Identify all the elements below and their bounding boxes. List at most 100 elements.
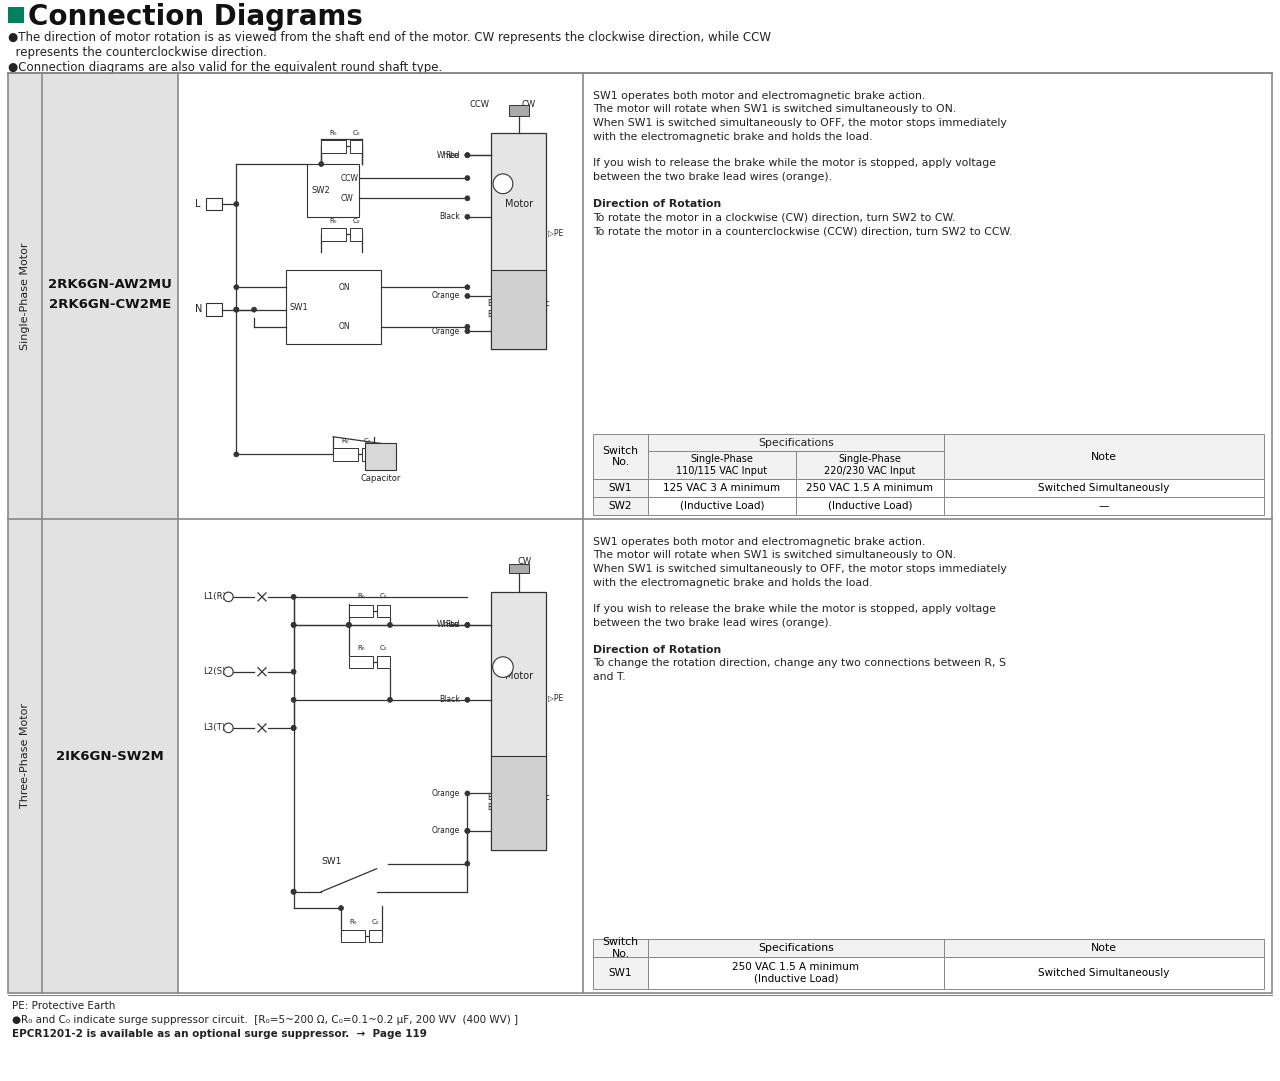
Circle shape xyxy=(465,284,470,290)
Circle shape xyxy=(465,862,470,866)
Text: EPCR1201-2 is available as an optional surge suppressor.  →  Page 119: EPCR1201-2 is available as an optional s… xyxy=(12,1029,426,1039)
Text: +: + xyxy=(499,179,507,188)
Text: The motor will rotate when SW1 is switched simultaneously to ON.: The motor will rotate when SW1 is switch… xyxy=(593,550,956,561)
Circle shape xyxy=(493,174,513,193)
Circle shape xyxy=(291,725,296,731)
Text: with the electromagnetic brake and holds the load.: with the electromagnetic brake and holds… xyxy=(593,132,873,142)
Bar xyxy=(509,105,529,116)
Text: Switched Simultaneously: Switched Simultaneously xyxy=(1038,967,1170,978)
Circle shape xyxy=(291,623,296,627)
Text: SW1: SW1 xyxy=(321,857,342,866)
Text: ●Connection diagrams are also valid for the equivalent round shaft type.: ●Connection diagrams are also valid for … xyxy=(8,61,443,74)
Text: represents the counterclockwise direction.: represents the counterclockwise directio… xyxy=(8,46,268,59)
Bar xyxy=(333,448,357,461)
Circle shape xyxy=(291,623,296,627)
Text: SW1: SW1 xyxy=(609,483,632,493)
Text: 125 VAC 3 A minimum: 125 VAC 3 A minimum xyxy=(663,483,781,493)
Bar xyxy=(321,228,346,241)
Text: If you wish to release the brake while the motor is stopped, apply voltage: If you wish to release the brake while t… xyxy=(593,159,996,169)
Text: C₀: C₀ xyxy=(364,438,371,444)
Bar xyxy=(945,433,1265,479)
Text: L1(R): L1(R) xyxy=(202,592,225,601)
Text: Connection Diagrams: Connection Diagrams xyxy=(28,3,362,31)
Circle shape xyxy=(347,623,352,627)
Text: If you wish to release the brake while the motor is stopped, apply voltage: If you wish to release the brake while t… xyxy=(593,604,996,614)
Text: C₀: C₀ xyxy=(372,919,379,924)
Circle shape xyxy=(234,307,239,312)
Circle shape xyxy=(338,906,343,910)
Circle shape xyxy=(465,828,470,833)
Circle shape xyxy=(465,196,470,201)
Bar xyxy=(492,269,547,349)
Text: R₀: R₀ xyxy=(342,438,349,444)
Bar xyxy=(8,519,42,993)
Circle shape xyxy=(234,307,239,312)
Text: When SW1 is switched simultaneously to OFF, the motor stops immediately: When SW1 is switched simultaneously to O… xyxy=(593,118,1007,128)
Bar xyxy=(648,451,796,479)
Bar xyxy=(8,74,42,519)
Bar xyxy=(42,74,178,519)
Bar xyxy=(349,656,374,668)
Text: with the electromagnetic brake and holds the load.: with the electromagnetic brake and holds… xyxy=(593,577,873,587)
Text: R₀: R₀ xyxy=(330,218,337,224)
Circle shape xyxy=(224,592,233,602)
Text: R₀: R₀ xyxy=(349,919,357,924)
Bar xyxy=(492,592,547,850)
Text: ●R₀ and C₀ indicate surge suppressor circuit.  [R₀=5~200 Ω, C₀=0.1~0.2 μF, 200 W: ●R₀ and C₀ indicate surge suppressor cir… xyxy=(12,1015,518,1025)
Text: CCW: CCW xyxy=(340,174,358,183)
Text: ●The direction of motor rotation is as viewed from the shaft end of the motor. C: ●The direction of motor rotation is as v… xyxy=(8,31,771,44)
Text: —: — xyxy=(1098,501,1110,511)
Text: 2IK6GN-SW2M: 2IK6GN-SW2M xyxy=(56,749,164,762)
Circle shape xyxy=(291,669,296,675)
Circle shape xyxy=(388,623,393,627)
Bar xyxy=(509,564,529,574)
Text: L2(S): L2(S) xyxy=(202,667,225,677)
Text: CCW: CCW xyxy=(470,101,489,109)
Text: CW: CW xyxy=(340,193,353,203)
Bar xyxy=(349,605,374,617)
Bar xyxy=(285,269,380,345)
Text: Note: Note xyxy=(1091,452,1117,462)
Text: L3(T): L3(T) xyxy=(202,723,225,733)
Text: ON: ON xyxy=(339,322,351,331)
Bar xyxy=(945,497,1265,515)
Text: To rotate the motor in a clockwise (CW) direction, turn SW2 to CW.: To rotate the motor in a clockwise (CW) … xyxy=(593,213,955,223)
Circle shape xyxy=(465,152,470,158)
Text: Black: Black xyxy=(439,695,460,705)
Text: Three-Phase Motor: Three-Phase Motor xyxy=(20,704,29,809)
Text: Red: Red xyxy=(445,150,460,160)
Bar xyxy=(365,443,397,470)
Bar xyxy=(593,479,648,497)
Text: Single-Phase Motor: Single-Phase Motor xyxy=(20,242,29,350)
Text: Motor: Motor xyxy=(504,671,532,681)
Text: ▷PE: ▷PE xyxy=(548,693,563,702)
Text: SW1 operates both motor and electromagnetic brake action.: SW1 operates both motor and electromagne… xyxy=(593,537,925,547)
Bar xyxy=(593,957,648,989)
Bar xyxy=(8,6,24,23)
Circle shape xyxy=(234,201,239,206)
Bar xyxy=(945,939,1265,957)
Text: Motor: Motor xyxy=(504,199,532,209)
Bar xyxy=(945,479,1265,497)
Text: ON: ON xyxy=(339,283,351,292)
Text: R₀: R₀ xyxy=(357,593,365,599)
Text: R₀: R₀ xyxy=(357,645,365,651)
Bar xyxy=(648,939,945,957)
Circle shape xyxy=(224,723,233,733)
Text: 250 VAC 1.5 A minimum
(Inductive Load): 250 VAC 1.5 A minimum (Inductive Load) xyxy=(732,962,859,984)
Text: L: L xyxy=(195,199,201,209)
Bar xyxy=(42,519,178,993)
Circle shape xyxy=(252,307,256,312)
Text: CW: CW xyxy=(517,558,531,566)
Text: To change the rotation direction, change any two connections between R, S: To change the rotation direction, change… xyxy=(593,658,1006,668)
Text: Note: Note xyxy=(1091,943,1117,953)
Text: The motor will rotate when SW1 is switched simultaneously to ON.: The motor will rotate when SW1 is switch… xyxy=(593,105,956,115)
Text: Switched Simultaneously: Switched Simultaneously xyxy=(1038,483,1170,493)
Text: 2RK6GN-AW2MU: 2RK6GN-AW2MU xyxy=(49,278,172,291)
Circle shape xyxy=(465,623,470,627)
Bar xyxy=(593,939,648,957)
Text: C₀: C₀ xyxy=(380,645,388,651)
Circle shape xyxy=(388,697,393,703)
Circle shape xyxy=(465,329,470,334)
Circle shape xyxy=(234,452,239,457)
